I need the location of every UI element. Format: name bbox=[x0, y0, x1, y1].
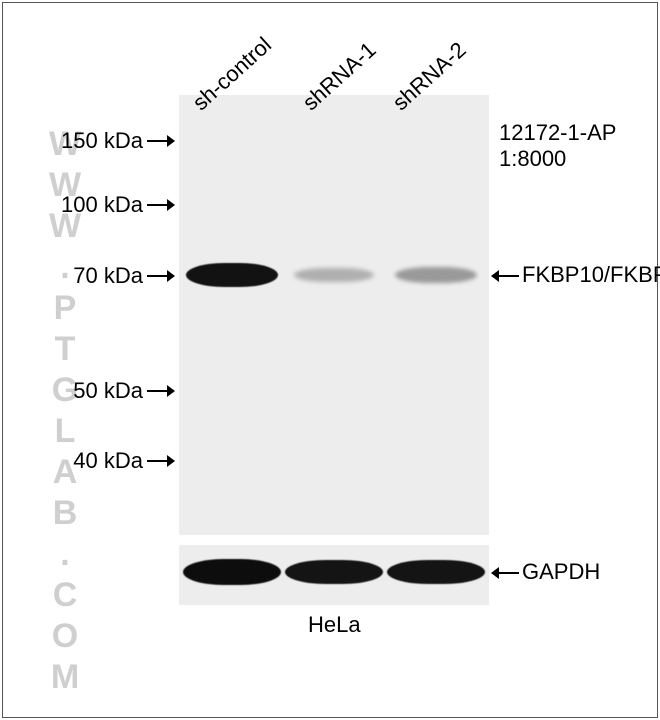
antibody-dilution: 1:8000 bbox=[499, 146, 566, 172]
gapdh-label: GAPDH bbox=[522, 559, 600, 585]
main-blot-region bbox=[179, 95, 489, 535]
target-label: FKBP10/FKBP65 bbox=[522, 262, 660, 288]
mw-marker-label: 70 kDa bbox=[58, 263, 143, 289]
mw-marker-label: 50 kDa bbox=[58, 378, 143, 404]
band bbox=[183, 559, 281, 585]
sample-label: HeLa bbox=[308, 612, 361, 638]
band bbox=[395, 267, 477, 283]
mw-marker-label: 100 kDa bbox=[58, 192, 143, 218]
band bbox=[387, 560, 485, 584]
figure-container: WWW.PTGLAB.COM sh-controlshRNA-1shRNA-2 … bbox=[0, 0, 660, 720]
band bbox=[186, 263, 278, 287]
band bbox=[294, 268, 374, 282]
mw-marker-label: 150 kDa bbox=[58, 128, 143, 154]
antibody-id: 12172-1-AP bbox=[499, 120, 616, 146]
band bbox=[285, 560, 383, 584]
mw-marker-label: 40 kDa bbox=[58, 448, 143, 474]
